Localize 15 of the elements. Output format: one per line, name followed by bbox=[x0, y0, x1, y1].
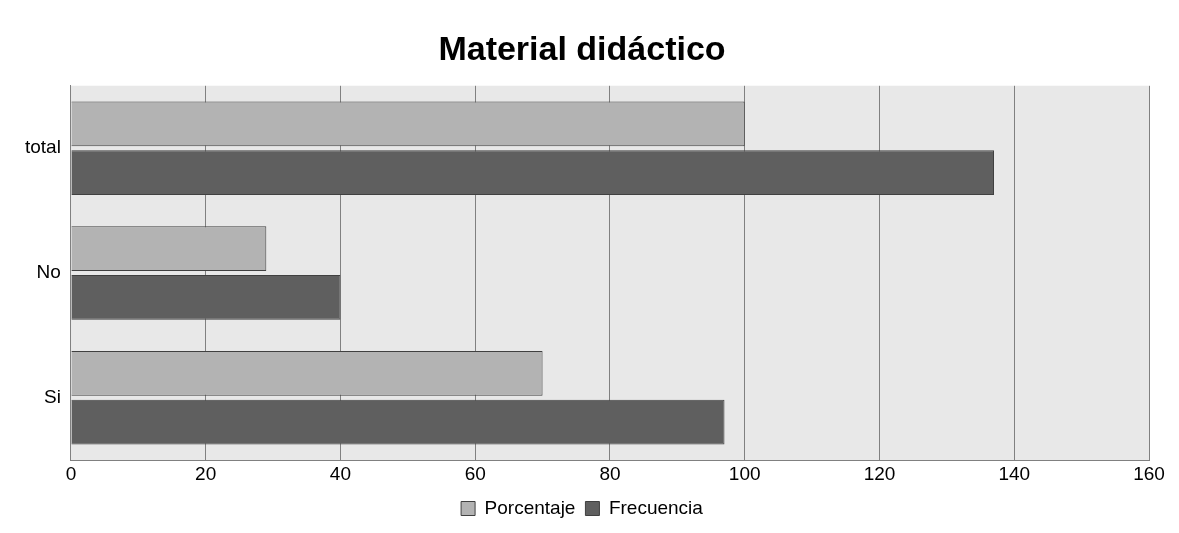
x-tick-label: 80 bbox=[599, 462, 621, 484]
x-tick-label: 40 bbox=[329, 462, 351, 484]
x-tick-label: 120 bbox=[863, 462, 896, 484]
x-tick-label: 60 bbox=[464, 462, 486, 484]
x-tick-label: 160 bbox=[1133, 462, 1165, 484]
y-tick-label: Si bbox=[44, 386, 61, 408]
y-tick-label: No bbox=[36, 261, 61, 283]
x-tick-label: 140 bbox=[998, 462, 1031, 484]
legend-label: Frecuencia bbox=[608, 496, 704, 518]
x-tick-label: 100 bbox=[728, 462, 761, 484]
x-tick-label: 20 bbox=[195, 462, 217, 484]
legend-label: Porcentaje bbox=[484, 496, 576, 518]
y-tick-label: total bbox=[24, 136, 61, 158]
chart-title: Material didáctico bbox=[438, 28, 726, 67]
x-tick-label: 0 bbox=[65, 462, 77, 484]
